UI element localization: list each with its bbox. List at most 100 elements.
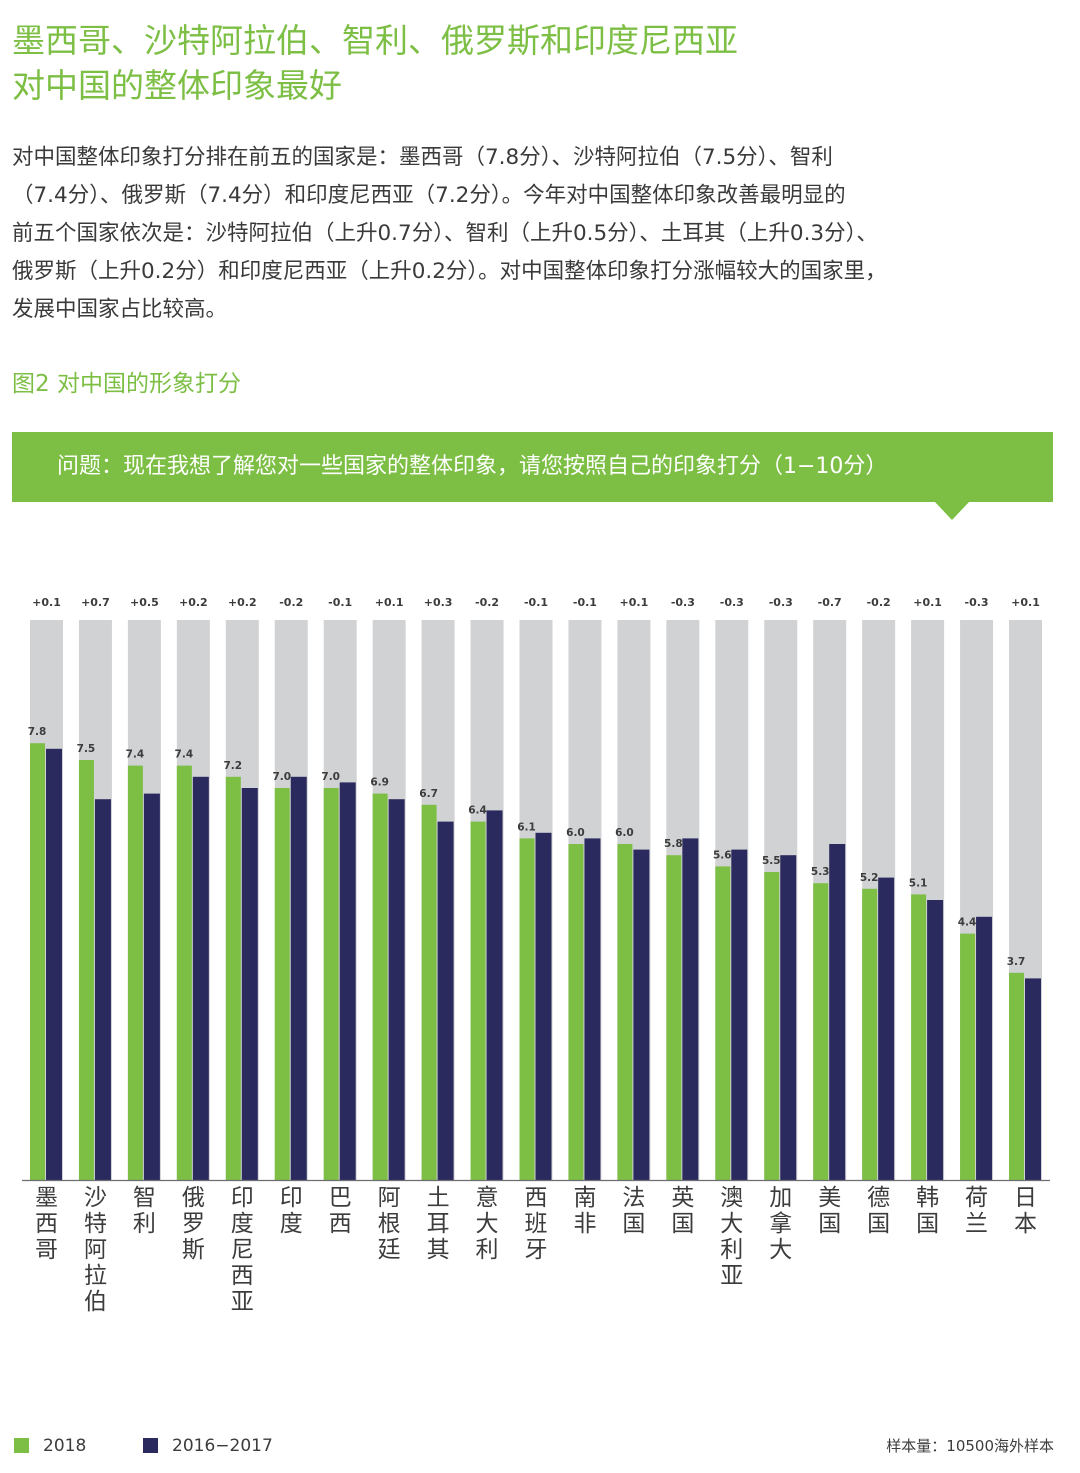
value-label: 7.0 xyxy=(272,771,291,783)
category-label: 智利 xyxy=(132,1185,156,1237)
value-label: 6.4 xyxy=(468,805,487,817)
bar-2018 xyxy=(78,760,94,1180)
value-label: 6.7 xyxy=(419,788,438,800)
category-label: 沙特阿拉伯 xyxy=(83,1185,107,1315)
bar-2016-2017 xyxy=(584,838,601,1180)
page-title: 墨西哥、沙特阿拉伯、智利、俄罗斯和印度尼西亚 对中国的整体印象最好 xyxy=(12,18,1062,108)
bar-2018 xyxy=(470,821,486,1180)
banner-pointer xyxy=(935,502,969,520)
value-label: 3.7 xyxy=(1007,956,1026,968)
legend-swatch-2016-2017 xyxy=(143,1438,158,1453)
bar-2018 xyxy=(519,838,535,1180)
bar-chart: 7.8 +0.1 7.5 +0.7 7.4 +0.5 7.4 +0.2 7.2 +0.2 7.0 -0… xyxy=(0,560,1080,1360)
bar-2016-2017 xyxy=(339,782,356,1180)
bar-2016-2017 xyxy=(780,855,797,1180)
change-label: +0.3 xyxy=(424,596,453,609)
category-label: 美国 xyxy=(818,1185,842,1237)
figure-title: 图2 对中国的形象打分 xyxy=(12,371,241,397)
bar-2016-2017 xyxy=(143,793,160,1180)
bar-2018 xyxy=(176,765,192,1180)
change-label: -0.3 xyxy=(965,596,989,609)
category-label: 韩国 xyxy=(916,1185,940,1237)
value-label: 7.8 xyxy=(28,726,47,738)
bar-2018 xyxy=(764,872,780,1180)
value-label: 6.9 xyxy=(370,777,389,789)
category-label: 阿根廷 xyxy=(377,1185,401,1263)
bar-2018 xyxy=(960,933,976,1180)
change-label: -0.1 xyxy=(573,596,597,609)
change-label: -0.2 xyxy=(475,596,499,609)
bar-2016-2017 xyxy=(927,900,944,1180)
bar-2016-2017 xyxy=(241,788,258,1180)
value-label: 7.5 xyxy=(77,743,96,755)
bar-2016-2017 xyxy=(976,916,993,1180)
bar-2016-2017 xyxy=(192,776,209,1180)
bar-2016-2017 xyxy=(290,776,307,1180)
change-label: +0.5 xyxy=(130,596,159,609)
bar-2018 xyxy=(568,844,584,1180)
value-label: 5.5 xyxy=(762,855,781,867)
bar-2016-2017 xyxy=(46,748,62,1180)
question-text: 问题：现在我想了解您对一些国家的整体印象，请您按照自己的印象打分（1−10分） xyxy=(57,454,888,479)
change-label: +0.1 xyxy=(620,596,649,609)
change-label: +0.1 xyxy=(32,596,61,609)
chart-svg: 7.8 +0.1 7.5 +0.7 7.4 +0.5 7.4 +0.2 7.2 +0.2 7.0 -0… xyxy=(22,596,1050,1182)
change-label: +0.1 xyxy=(1011,596,1040,609)
bar-2018 xyxy=(274,788,290,1180)
value-label: 7.2 xyxy=(223,760,242,772)
bar-2018 xyxy=(813,883,829,1180)
change-label: -0.1 xyxy=(328,596,352,609)
bar-2018 xyxy=(617,844,633,1180)
body-line: 发展中国家占比较高。 xyxy=(12,297,228,322)
category-label: 荷兰 xyxy=(965,1185,989,1237)
bar-2016-2017 xyxy=(878,877,895,1180)
category-label: 南非 xyxy=(573,1185,597,1237)
bar-2018 xyxy=(30,743,45,1180)
bar-2016-2017 xyxy=(535,832,552,1180)
change-label: -0.3 xyxy=(671,596,695,609)
category-label: 法国 xyxy=(622,1185,646,1237)
category-label: 日本 xyxy=(1014,1185,1037,1237)
change-label: -0.3 xyxy=(769,596,793,609)
change-label: +0.2 xyxy=(228,596,257,609)
title-line-1: 墨西哥、沙特阿拉伯、智利、俄罗斯和印度尼西亚 xyxy=(12,21,738,60)
legend-swatch-2018 xyxy=(14,1438,29,1453)
change-label: +0.2 xyxy=(179,596,208,609)
bar-2018 xyxy=(323,788,339,1180)
change-label: -0.7 xyxy=(818,596,842,609)
value-label: 6.1 xyxy=(517,821,536,833)
value-label: 5.6 xyxy=(713,849,732,861)
bar-2018 xyxy=(911,894,927,1180)
bar-2016-2017 xyxy=(633,849,650,1180)
category-label: 澳大利亚 xyxy=(720,1185,744,1289)
category-label: 巴西 xyxy=(328,1185,352,1237)
value-label: 7.4 xyxy=(126,749,145,761)
sample-size-note: 样本量：10500海外样本 xyxy=(886,1437,1054,1455)
bar-2016-2017 xyxy=(731,849,748,1180)
change-label: -0.2 xyxy=(279,596,303,609)
bar-2018 xyxy=(1009,972,1024,1180)
legend-item-2016-2017: 2016−2017 xyxy=(143,1434,273,1458)
bar-2018 xyxy=(225,776,241,1180)
category-label: 德国 xyxy=(867,1185,891,1237)
change-label: -0.3 xyxy=(720,596,744,609)
value-label: 5.1 xyxy=(909,877,928,889)
bar-2016-2017 xyxy=(486,810,503,1180)
body-line: （7.4分）、俄罗斯（7.4分）和印度尼西亚（7.2分）。今年对中国整体印象改善… xyxy=(12,183,846,208)
question-banner: 问题：现在我想了解您对一些国家的整体印象，请您按照自己的印象打分（1−10分） xyxy=(12,432,1053,502)
bar-2016-2017 xyxy=(1025,978,1041,1180)
bar-2016-2017 xyxy=(682,838,699,1180)
category-label: 印度尼西亚 xyxy=(230,1185,254,1315)
value-label: 6.0 xyxy=(615,827,634,839)
body-line: 对中国整体印象打分排在前五的国家是：墨西哥（7.8分）、沙特阿拉伯（7.5分）、… xyxy=(12,145,833,170)
bar-2016-2017 xyxy=(94,799,111,1180)
value-label: 5.8 xyxy=(664,838,683,850)
value-label: 7.0 xyxy=(321,771,340,783)
bar-2018 xyxy=(666,855,682,1180)
legend-item-2018: 2018 xyxy=(14,1434,86,1458)
change-label: +0.1 xyxy=(913,596,942,609)
bar-2016-2017 xyxy=(437,821,454,1180)
change-label: +0.7 xyxy=(81,596,110,609)
category-label: 土耳其 xyxy=(426,1185,450,1263)
category-label: 英国 xyxy=(671,1185,695,1237)
